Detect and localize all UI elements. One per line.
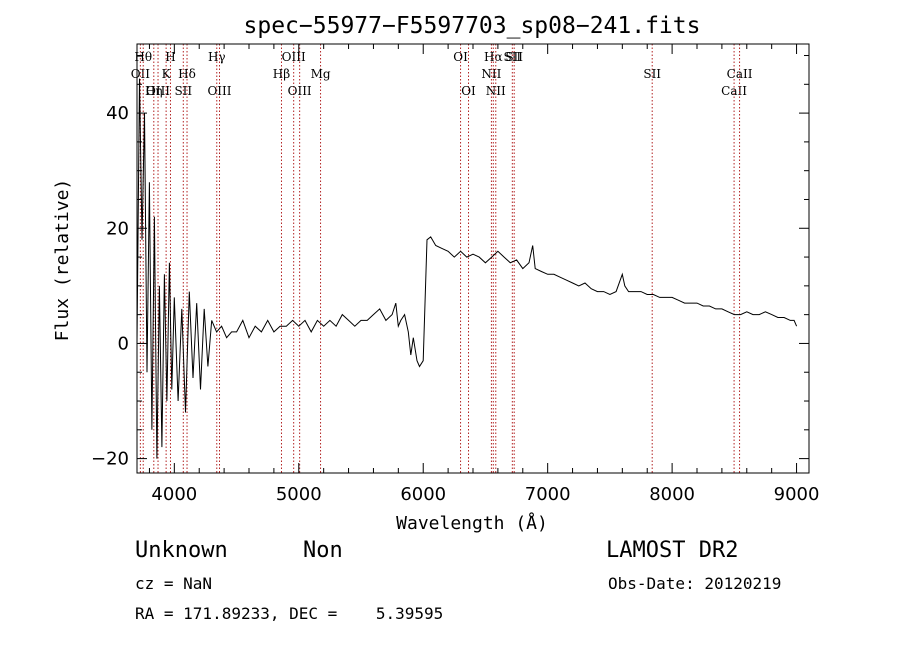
emission-line-markers: OIIHθHηOIIIKHSIIHδHγOIIIHβOIIIOIIIMgOIOI…	[131, 44, 753, 473]
line-label: Hα	[484, 50, 503, 64]
axis-ticks: 4000 5000 6000 7000 8000 9000 −20 0 20 40	[91, 44, 819, 505]
line-label: K	[162, 67, 172, 81]
line-label: OI	[453, 50, 468, 64]
line-label: SII	[503, 50, 521, 64]
line-label: H	[165, 50, 175, 64]
y-tick-label: −20	[91, 449, 129, 470]
line-label: Hγ	[208, 50, 226, 64]
line-label: CaII	[727, 67, 753, 81]
line-label: SII	[174, 84, 192, 98]
object-subclass: Non	[303, 538, 343, 563]
line-label: Hδ	[178, 67, 196, 81]
spectrum-line	[136, 78, 798, 459]
x-tick-label: 9000	[774, 484, 820, 505]
line-label: SII	[643, 67, 661, 81]
redshift-cz: cz = NaN	[135, 574, 213, 593]
x-tick-label: 7000	[525, 484, 571, 505]
y-tick-label: 40	[106, 103, 129, 124]
survey-name: LAMOST DR2	[606, 538, 739, 563]
line-label: NII	[486, 84, 506, 98]
y-tick-label: 20	[106, 218, 129, 239]
line-label: OII	[131, 67, 151, 81]
line-label: OIII	[282, 50, 306, 64]
x-tick-label: 8000	[649, 484, 695, 505]
x-tick-label: 5000	[276, 484, 322, 505]
object-class: Unknown	[135, 538, 228, 563]
y-axis-label: Flux (relative)	[52, 179, 73, 342]
x-tick-label: 4000	[151, 484, 197, 505]
plot-frame	[136, 43, 810, 474]
line-label: NII	[481, 67, 501, 81]
line-label: Mg	[311, 67, 331, 81]
line-label: SII	[505, 50, 523, 64]
observation-date: Obs-Date: 20120219	[608, 574, 782, 593]
line-label: Hβ	[273, 67, 290, 81]
x-axis-label: Wavelength (Å)	[396, 512, 548, 534]
line-label: OIII	[146, 84, 170, 98]
line-label: OI	[461, 84, 476, 98]
y-tick-label: 0	[118, 333, 129, 354]
line-label: OIII	[207, 84, 231, 98]
line-label: CaII	[721, 84, 747, 98]
chart-title: spec−55977−F5597703_sp08−241.fits	[244, 13, 701, 39]
x-tick-label: 6000	[400, 484, 446, 505]
line-label: Hθ	[134, 50, 152, 64]
line-label: OIII	[288, 84, 312, 98]
coordinates: RA = 171.89233, DEC = 5.39595	[135, 604, 444, 623]
